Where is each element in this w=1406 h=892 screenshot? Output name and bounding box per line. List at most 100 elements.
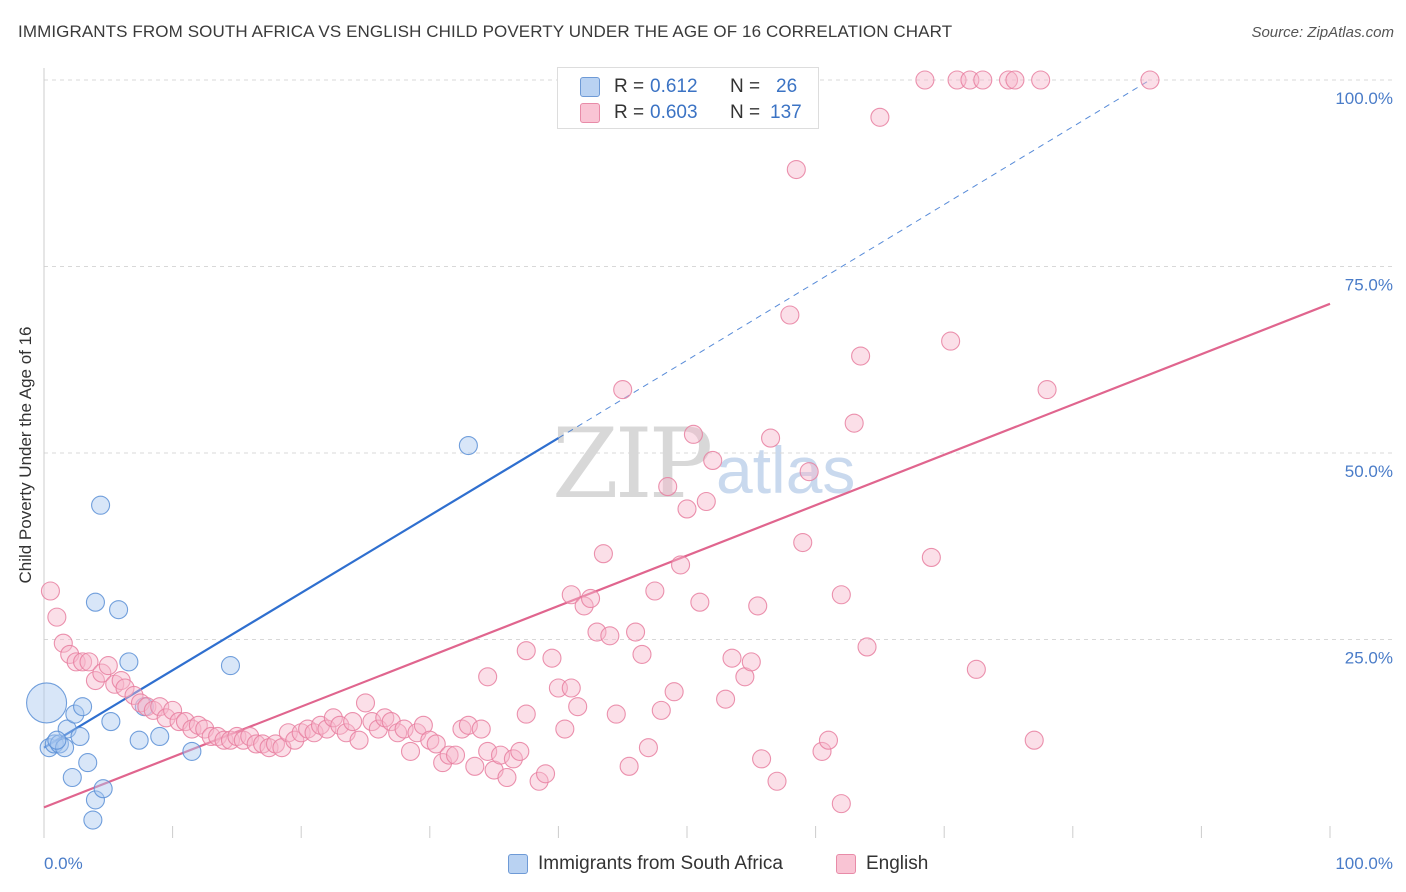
point-english [677, 499, 697, 519]
point-english [285, 730, 305, 750]
point-english [156, 708, 176, 728]
x-tick-label: 100.0% [1335, 854, 1393, 873]
point-english [626, 622, 646, 642]
point-english [465, 756, 485, 776]
point-english [201, 726, 221, 747]
point-south-africa [78, 753, 98, 773]
point-english [561, 585, 581, 605]
point-english [632, 644, 652, 664]
point-english [458, 715, 478, 735]
blue-n-label: N = [730, 76, 761, 97]
point-english [658, 477, 678, 497]
point-english [246, 734, 266, 754]
point-english [799, 462, 819, 482]
point-south-africa [39, 738, 59, 758]
pink-r-label: R = [614, 102, 645, 123]
legend-item-blue[interactable]: Immigrants from South Africa [508, 852, 783, 876]
point-south-africa [47, 730, 67, 750]
pink-n-value: 137 [770, 102, 802, 123]
point-english [752, 749, 772, 769]
point-english [98, 656, 118, 676]
point-english [619, 756, 639, 776]
pink-n-label: N = [730, 102, 761, 123]
watermark-zip: ZIP [552, 408, 713, 520]
y-tick-label: 25.0% [1345, 649, 1393, 668]
point-english [973, 70, 993, 90]
point-english [497, 767, 517, 788]
tick-labels: 25.0% 50.0% 75.0% 100.0% 0.0% 100.0% [44, 89, 1393, 873]
y-tick-label: 75.0% [1345, 276, 1393, 295]
point-english [786, 159, 806, 180]
point-english [561, 678, 581, 698]
point-english [445, 745, 466, 765]
point-english [188, 715, 208, 735]
y-tick-label: 100.0% [1335, 89, 1393, 108]
point-english [1005, 70, 1025, 90]
point-english [1140, 70, 1160, 90]
point-english [638, 738, 658, 758]
point-south-africa [119, 652, 139, 672]
point-south-africa [62, 767, 82, 788]
point-english [362, 712, 382, 732]
point-english [857, 637, 877, 657]
point-english [304, 723, 324, 743]
point-english [53, 633, 73, 653]
legend-item-pink[interactable]: English [836, 852, 928, 876]
point-english [124, 685, 144, 706]
point-south-africa [65, 704, 85, 724]
point-south-africa [26, 682, 68, 724]
trend-line-blue [43, 437, 559, 749]
point-south-africa [220, 656, 241, 676]
point-english [535, 764, 556, 784]
point-south-africa [49, 734, 69, 754]
point-english [915, 70, 935, 90]
point-english [478, 667, 498, 687]
point-english [921, 547, 941, 567]
point-south-africa [70, 726, 90, 747]
data-points [26, 70, 1160, 830]
point-south-africa [101, 712, 121, 732]
chart-title: IMMIGRANTS FROM SOUTH AFRICA VS ENGLISH … [18, 22, 953, 41]
point-english [490, 745, 511, 765]
point-english [966, 659, 986, 679]
point-english [503, 749, 523, 769]
point-english [542, 648, 562, 668]
y-tick-label: 50.0% [1345, 462, 1393, 481]
point-english [793, 532, 813, 553]
point-english [510, 741, 530, 761]
point-english [818, 730, 839, 750]
point-english [47, 607, 67, 627]
point-english [741, 652, 761, 672]
point-english [426, 734, 446, 754]
point-english [375, 708, 395, 728]
legend-pink-swatch [836, 854, 856, 874]
point-english [587, 622, 607, 642]
point-english [105, 674, 125, 694]
point-english [388, 723, 408, 743]
point-english [574, 596, 594, 616]
point-english [780, 305, 800, 325]
point-english [580, 588, 601, 609]
point-english [606, 704, 626, 724]
point-english [1024, 730, 1044, 750]
point-south-africa [55, 738, 75, 758]
point-english [163, 700, 183, 720]
point-english [870, 107, 890, 127]
point-english [452, 719, 472, 739]
point-south-africa [85, 790, 105, 810]
point-english [79, 652, 99, 672]
point-english [478, 741, 498, 761]
point-english [343, 712, 363, 732]
point-english [767, 771, 787, 791]
point-english [1037, 380, 1057, 400]
point-english [214, 730, 234, 750]
trend-line-pink [43, 302, 1331, 809]
blue-swatch [580, 77, 600, 97]
point-english [690, 592, 710, 612]
legend-blue-swatch [508, 854, 528, 874]
point-english [645, 581, 665, 601]
point-english [175, 712, 196, 732]
pink-swatch [580, 103, 600, 123]
point-south-africa [73, 697, 93, 717]
point-english [998, 70, 1019, 90]
